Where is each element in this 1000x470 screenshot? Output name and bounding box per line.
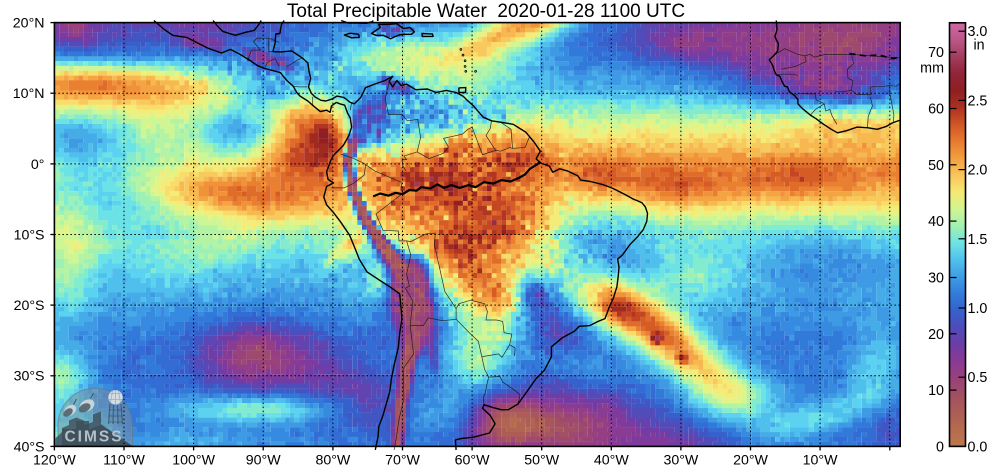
svg-text:60°W: 60°W [455, 453, 490, 469]
svg-text:20°S: 20°S [14, 298, 45, 314]
svg-text:40°S: 40°S [14, 439, 45, 455]
svg-text:2.5: 2.5 [968, 93, 988, 109]
svg-text:10°W: 10°W [803, 453, 838, 469]
svg-text:50: 50 [928, 158, 944, 174]
svg-text:110°W: 110°W [103, 453, 145, 469]
svg-text:40°W: 40°W [594, 453, 629, 469]
svg-text:0.0: 0.0 [968, 439, 988, 455]
svg-text:20: 20 [928, 327, 944, 343]
svg-text:120°W: 120°W [33, 453, 76, 469]
svg-text:50°W: 50°W [524, 453, 559, 469]
svg-text:mm: mm [920, 61, 944, 77]
svg-text:0: 0 [936, 439, 944, 455]
svg-text:CIMSS: CIMSS [64, 429, 123, 446]
svg-text:20°N: 20°N [13, 16, 45, 32]
svg-text:30: 30 [928, 271, 944, 287]
svg-text:80°W: 80°W [315, 453, 350, 469]
svg-text:60: 60 [928, 102, 944, 118]
svg-text:0°: 0° [31, 157, 45, 173]
svg-text:0.5: 0.5 [968, 370, 988, 386]
svg-text:2.0: 2.0 [968, 163, 988, 179]
svg-text:in: in [974, 38, 985, 54]
svg-text:3.0: 3.0 [968, 24, 988, 40]
svg-text:10: 10 [928, 383, 944, 399]
svg-text:40: 40 [928, 214, 944, 230]
svg-text:20°W: 20°W [733, 453, 768, 469]
svg-text:100°W: 100°W [172, 453, 215, 469]
svg-text:90°W: 90°W [246, 453, 281, 469]
svg-text:10°S: 10°S [14, 227, 45, 243]
svg-text:70°W: 70°W [385, 453, 420, 469]
svg-text:1.0: 1.0 [968, 301, 988, 317]
svg-text:Total Precipitable Water 2020: Total Precipitable Water 2020-01-28 1100… [287, 1, 685, 22]
svg-text:70: 70 [928, 45, 944, 61]
svg-text:1.5: 1.5 [968, 232, 988, 248]
svg-text:30°S: 30°S [14, 369, 45, 385]
svg-text:30°W: 30°W [663, 453, 698, 469]
svg-text:10°N: 10°N [13, 86, 45, 102]
